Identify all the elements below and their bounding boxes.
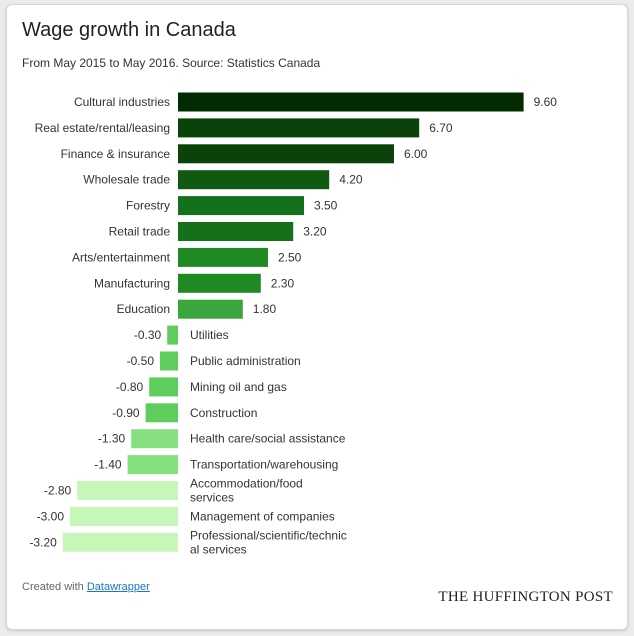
value-label: 3.20	[303, 225, 327, 239]
category-label-line: Mining oil and gas	[190, 380, 287, 394]
category-label: Finance & insurance	[61, 147, 171, 161]
bar	[62, 532, 178, 552]
category-label-line: Education	[117, 302, 170, 316]
bar	[127, 455, 178, 475]
brand-logo: THE HUFFINGTON POST	[438, 589, 613, 605]
category-label: Arts/entertainment	[72, 250, 171, 264]
value-label: -3.20	[29, 535, 57, 549]
category-label-line: Public administration	[190, 354, 301, 368]
bar	[178, 92, 524, 112]
value-label: 6.00	[404, 147, 428, 161]
category-label-line: Finance & insurance	[61, 147, 171, 161]
value-label: 9.60	[534, 95, 558, 109]
value-label: -2.80	[44, 484, 72, 498]
category-label: Education	[117, 302, 170, 316]
datawrapper-link[interactable]: Datawrapper	[86, 581, 150, 593]
category-label-line: Wholesale trade	[83, 173, 170, 187]
bar	[149, 377, 178, 397]
category-label-line: Professional/scientific/technic	[190, 528, 347, 542]
chart-title: Wage growth in Canada	[22, 19, 236, 41]
bar	[178, 299, 243, 319]
bar	[178, 222, 294, 241]
value-label: 1.80	[253, 302, 277, 316]
chart-card: Wage growth in Canada From May 2015 to M…	[6, 4, 628, 630]
bar	[178, 170, 330, 190]
bar	[178, 144, 394, 164]
value-label: -0.50	[127, 354, 155, 368]
category-label: Accommodation/food services	[190, 477, 303, 505]
category-label: Manufacturing	[94, 276, 170, 290]
category-label-line: Accommodation/food	[190, 477, 303, 491]
category-label-line: Construction	[190, 406, 257, 420]
category-label: Health care/social assistance	[190, 432, 346, 446]
category-label-line: Transportation/warehousing	[190, 458, 338, 472]
category-label-line: Management of companies	[190, 509, 335, 523]
category-label: Utilities	[190, 328, 229, 342]
category-label-line: Cultural industries	[74, 95, 170, 109]
category-label-line: Real estate/rental/leasing	[35, 121, 170, 135]
value-label: -0.90	[112, 406, 140, 420]
bar	[70, 506, 178, 526]
value-label: 2.50	[278, 250, 302, 264]
chart-subtitle: From May 2015 to May 2016. Source: Stati…	[22, 56, 321, 70]
category-label: Retail trade	[109, 225, 171, 239]
bar	[178, 196, 304, 216]
bar	[131, 429, 178, 449]
bar	[178, 273, 261, 293]
value-label: 2.30	[271, 276, 295, 290]
value-label: -0.30	[134, 328, 162, 342]
value-label: -1.30	[98, 432, 126, 446]
value-label: 6.70	[429, 121, 453, 135]
category-label: Forestry	[126, 199, 170, 213]
category-label: Management of companies	[190, 509, 335, 523]
category-label-line: Health care/social assistance	[190, 432, 346, 446]
bar	[167, 325, 178, 345]
category-label-line: services	[190, 491, 234, 505]
category-label: Transportation/warehousing	[190, 458, 338, 472]
value-label: -1.40	[94, 458, 122, 472]
category-label: Construction	[190, 406, 257, 420]
bar	[160, 351, 178, 371]
category-label: Real estate/rental/leasing	[35, 121, 170, 135]
bar	[178, 247, 268, 267]
category-label-line: Utilities	[190, 328, 229, 342]
value-label: 4.20	[339, 173, 363, 187]
bar	[145, 403, 178, 423]
bar-chart: 9.60 Cultural industries 6.70 Real estate/r…	[29, 92, 558, 556]
category-label-line: Retail trade	[109, 225, 171, 239]
credit-prefix: Created with	[22, 581, 84, 593]
value-label: -0.80	[116, 380, 144, 394]
category-label-line: al services	[190, 542, 247, 556]
value-label: 3.50	[314, 199, 338, 213]
category-label: Cultural industries	[74, 95, 170, 109]
category-label: Public administration	[190, 354, 301, 368]
bar	[77, 481, 178, 500]
bar	[178, 118, 420, 138]
credit-line: Created with Datawrapper	[22, 581, 150, 593]
category-label: Mining oil and gas	[190, 380, 287, 394]
category-label-line: Arts/entertainment	[72, 250, 171, 264]
category-label: Wholesale trade	[83, 173, 170, 187]
category-label-line: Forestry	[126, 199, 170, 213]
category-label: Professional/scientific/technic al servic…	[190, 528, 347, 556]
value-label: -3.00	[37, 509, 65, 523]
category-label-line: Manufacturing	[94, 276, 170, 290]
